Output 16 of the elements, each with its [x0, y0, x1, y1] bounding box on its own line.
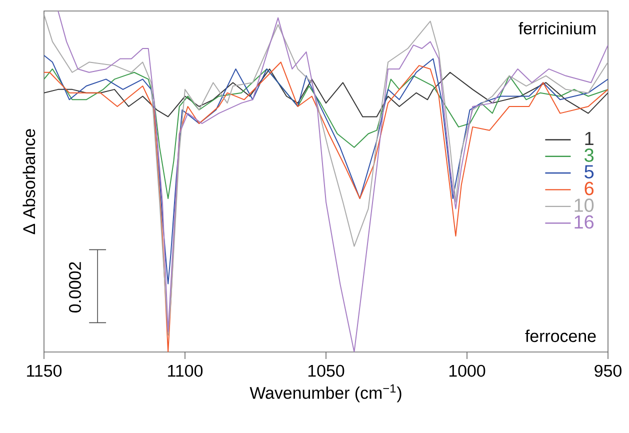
legend-label: 16 [574, 215, 594, 229]
annotation: ferricinium [518, 22, 596, 34]
y-axis-title: Δ Absorbance [22, 129, 36, 234]
legend-label: 5 [584, 165, 594, 178]
x-tick-label: 950 [594, 364, 622, 377]
x-tick-label: 1150 [27, 364, 62, 377]
x-tick-label: 1000 [449, 364, 486, 377]
x-tick-label: 1100 [168, 364, 203, 377]
x-axis-title: Wavenumber (cm$^{−1}$) [250, 384, 402, 402]
annotation: 0.0002 [69, 262, 82, 312]
legend-label: 6 [584, 182, 594, 196]
legend-label: 1 [585, 132, 594, 145]
x-tick-label: 1050 [308, 364, 344, 377]
legend-label: 3 [584, 148, 594, 162]
annotation: ferrocene [525, 330, 596, 342]
legend-label: 10 [574, 198, 594, 212]
